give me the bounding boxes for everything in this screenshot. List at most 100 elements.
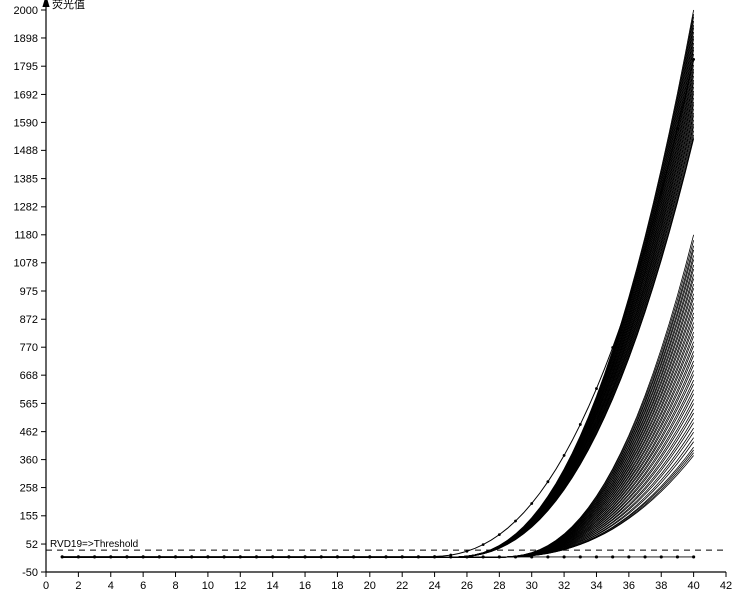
curve-outlier-marker <box>530 502 533 505</box>
baseline-marker <box>61 555 64 558</box>
baseline-marker <box>546 555 549 558</box>
y-tick-label: 1590 <box>14 117 38 129</box>
y-tick-label: 1795 <box>14 61 38 73</box>
baseline-marker <box>611 555 614 558</box>
y-tick-label: 155 <box>20 511 38 523</box>
y-tick-label: 565 <box>20 398 38 410</box>
baseline-marker <box>643 555 646 558</box>
x-tick-label: 42 <box>720 580 732 592</box>
y-tick-label: 975 <box>20 286 38 298</box>
baseline-marker <box>449 555 452 558</box>
baseline-marker <box>287 555 290 558</box>
x-tick-label: 38 <box>655 580 667 592</box>
baseline-marker <box>368 555 371 558</box>
x-tick-label: 4 <box>108 580 114 592</box>
baseline-marker <box>384 555 387 558</box>
x-tick-label: 32 <box>558 580 570 592</box>
baseline-marker <box>627 555 630 558</box>
x-tick-label: 2 <box>75 580 81 592</box>
x-tick-label: 36 <box>623 580 635 592</box>
baseline-marker <box>530 555 533 558</box>
y-tick-label: 770 <box>20 342 38 354</box>
y-tick-label: -50 <box>22 567 38 579</box>
curve-outlier-marker <box>595 387 598 390</box>
y-tick-label: 1692 <box>14 89 38 101</box>
curve-outlier-marker <box>692 58 695 61</box>
y-tick-label: 1488 <box>14 145 38 157</box>
baseline-marker <box>465 555 468 558</box>
x-tick-label: 10 <box>202 580 214 592</box>
amplification-chart: 024681012141618202224262830323436384042-… <box>0 0 736 602</box>
baseline-marker <box>142 555 145 558</box>
baseline-marker <box>77 555 80 558</box>
y-axis-title: 荧光值 <box>52 0 85 11</box>
y-tick-label: 1898 <box>14 33 38 45</box>
baseline-marker <box>595 555 598 558</box>
y-tick-label: 1385 <box>14 173 38 185</box>
baseline-marker <box>206 555 209 558</box>
y-tick-label: 1282 <box>14 202 38 214</box>
curve-outlier-marker <box>498 533 501 536</box>
baseline-marker <box>109 555 112 558</box>
baseline-marker <box>239 555 242 558</box>
curve-outlier-marker <box>466 550 469 553</box>
baseline-marker <box>303 555 306 558</box>
x-tick-label: 30 <box>526 580 538 592</box>
baseline-marker <box>352 555 355 558</box>
x-tick-label: 22 <box>396 580 408 592</box>
baseline-marker <box>514 555 517 558</box>
curve-outlier-marker <box>563 454 566 457</box>
baseline-marker <box>579 555 582 558</box>
y-tick-label: 360 <box>20 454 38 466</box>
x-tick-label: 28 <box>493 580 505 592</box>
x-tick-label: 12 <box>234 580 246 592</box>
curve-outlier-marker <box>514 520 517 523</box>
y-tick-label: 52 <box>26 539 38 551</box>
baseline-marker <box>255 555 258 558</box>
baseline-marker <box>336 555 339 558</box>
curve-outlier-marker <box>547 480 550 483</box>
baseline-marker <box>676 555 679 558</box>
baseline-marker <box>692 555 695 558</box>
curve-outlier-marker <box>482 543 485 546</box>
x-tick-label: 40 <box>687 580 699 592</box>
x-tick-label: 16 <box>299 580 311 592</box>
baseline-marker <box>271 555 274 558</box>
y-tick-label: 872 <box>20 314 38 326</box>
baseline-marker <box>125 555 128 558</box>
curve-outlier-marker <box>676 127 679 130</box>
baseline-marker <box>93 555 96 558</box>
curve-outlier-marker <box>579 423 582 426</box>
x-tick-label: 0 <box>43 580 49 592</box>
x-tick-label: 8 <box>172 580 178 592</box>
y-tick-label: 668 <box>20 370 38 382</box>
x-tick-label: 6 <box>140 580 146 592</box>
x-tick-label: 18 <box>331 580 343 592</box>
x-tick-label: 14 <box>267 580 279 592</box>
x-tick-label: 34 <box>590 580 602 592</box>
baseline-marker <box>158 555 161 558</box>
baseline-marker <box>417 555 420 558</box>
baseline-marker <box>562 555 565 558</box>
y-tick-label: 462 <box>20 426 38 438</box>
y-tick-label: 1180 <box>14 230 38 242</box>
baseline-marker <box>190 555 193 558</box>
x-tick-label: 24 <box>428 580 440 592</box>
baseline-marker <box>222 555 225 558</box>
threshold-label: RVD19=>Threshold <box>50 539 138 550</box>
curve-outlier-marker <box>627 300 630 303</box>
baseline-marker <box>482 555 485 558</box>
curve-outlier-marker <box>644 248 647 251</box>
baseline-marker <box>433 555 436 558</box>
x-tick-label: 20 <box>364 580 376 592</box>
baseline-marker <box>401 555 404 558</box>
baseline-marker <box>660 555 663 558</box>
curve-outlier-marker <box>611 346 614 349</box>
baseline-marker <box>174 555 177 558</box>
baseline-marker <box>498 555 501 558</box>
baseline-marker <box>320 555 323 558</box>
x-tick-label: 26 <box>461 580 473 592</box>
curve-outlier-marker <box>660 191 663 194</box>
y-tick-label: 1078 <box>14 258 38 270</box>
y-tick-label: 258 <box>20 482 38 494</box>
